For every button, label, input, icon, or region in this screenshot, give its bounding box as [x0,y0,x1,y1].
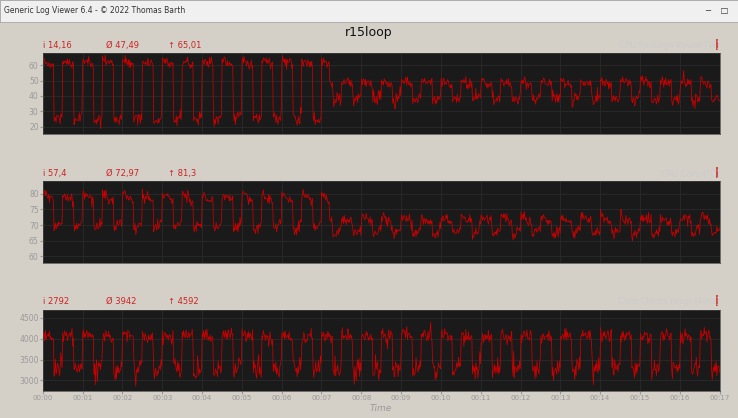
Text: r15loop: r15loop [345,25,393,39]
Text: Ø 47,49: Ø 47,49 [106,41,139,50]
Text: Ø 72,97: Ø 72,97 [106,169,139,178]
Text: ↑ 81,3: ↑ 81,3 [168,169,196,178]
Text: |: | [715,295,719,306]
Text: ↑ 4592: ↑ 4592 [168,297,199,306]
Text: |: | [715,167,719,178]
Text: i 14,16: i 14,16 [43,41,72,50]
Text: i 57,4: i 57,4 [43,169,66,178]
Text: Generic Log Viewer 6.4 - © 2022 Thomas Barth: Generic Log Viewer 6.4 - © 2022 Thomas B… [4,6,185,15]
Text: Core Clocks (avg) [MHz]: Core Clocks (avg) [MHz] [618,297,720,306]
Text: CPU Core [°C]: CPU Core [°C] [661,169,720,178]
Text: i 2792: i 2792 [43,297,69,306]
Text: ─    □    ✕: ─ □ ✕ [705,6,738,15]
Text: |: | [715,39,719,50]
Text: ↑ 65,01: ↑ 65,01 [168,41,201,50]
X-axis label: Time: Time [370,404,393,413]
Text: CPU Package Power [W]: CPU Package Power [W] [619,41,720,50]
Text: Ø 3942: Ø 3942 [106,297,136,306]
